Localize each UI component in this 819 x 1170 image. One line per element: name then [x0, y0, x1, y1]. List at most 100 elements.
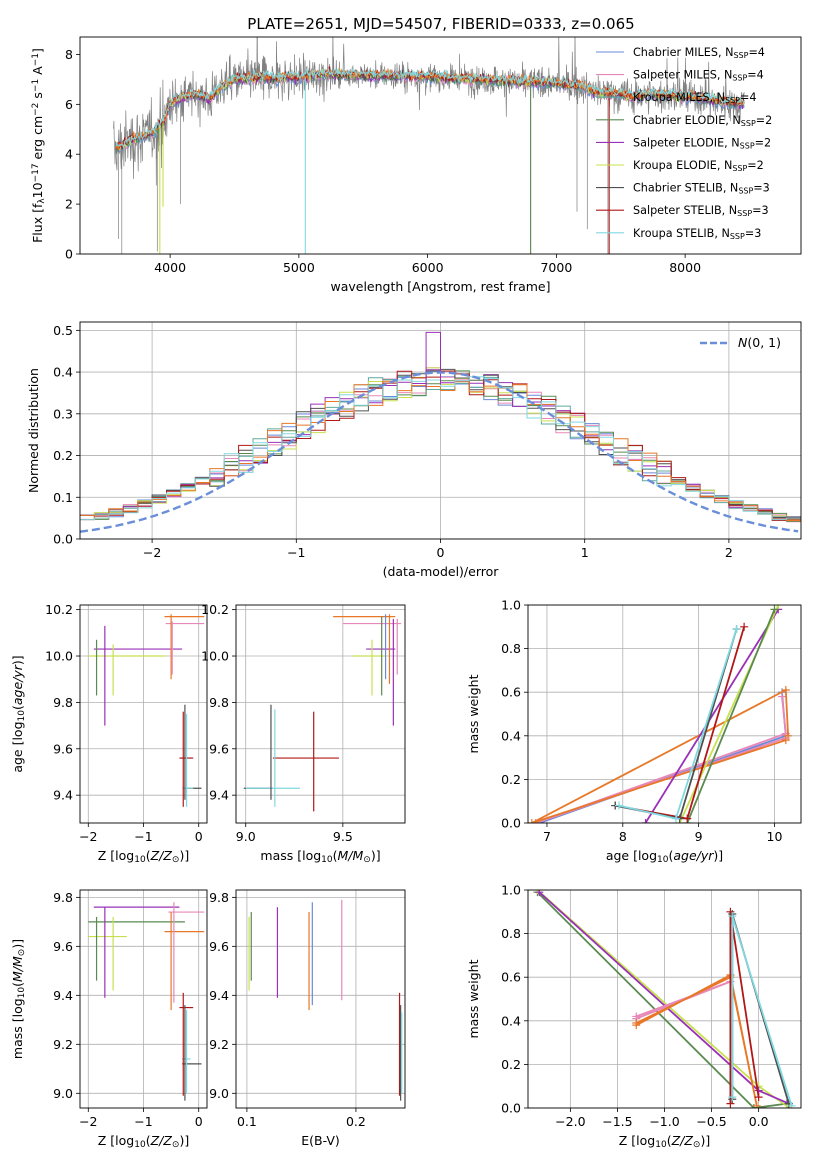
axis-label-part: mass [log [10, 998, 25, 1059]
legend-entry: Chabrier MILES, NSSP=4 [633, 46, 765, 60]
axis-label-part: Z/Z [150, 848, 173, 863]
axis-label-part: −2 [31, 103, 41, 116]
x-tick-label: −2 [79, 829, 97, 844]
y-tick-label: 9.4 [209, 988, 229, 1003]
axis-label-part: ⊙ [17, 949, 27, 957]
axis-label-part: ( [668, 848, 673, 863]
y-tick-label: 8 [65, 47, 73, 62]
axis-label-part: M/M [338, 848, 364, 863]
x-tick-label: −1 [134, 829, 152, 844]
y-tick-label: 0.0 [501, 1101, 521, 1116]
y-tick-label: 10.2 [201, 602, 229, 617]
mass-weight-marker [683, 814, 692, 823]
mass-weight-line-chab_miles [539, 692, 787, 823]
panel-mass_vs_ebv: 0.1 0.2 9.0 9.2 9.4 9.6 9.8 E(B-V) [209, 889, 406, 1148]
x-tick-label: 7000 [540, 260, 572, 275]
y-tick-label: 0.3 [53, 406, 73, 421]
y-tick-label: 9.4 [209, 788, 229, 803]
x-tick-label: 4000 [154, 260, 186, 275]
y-tick-label: 10.2 [45, 602, 73, 617]
mass-weight-line-krou_stelib [618, 628, 738, 820]
legend-N: N [738, 335, 748, 350]
panel-massweight_vs_Z: −2.0 −1.5 −1.0 −0.5 0.0 0.0 0.2 0.4 0.6 0.8 1.0 Z [… [466, 883, 802, 1150]
y-tick-label: 9.8 [53, 695, 73, 710]
legend-text: Kroupa STELIB, N [633, 227, 730, 240]
x-axis-label: Z [log10(Z/Z⊙)] [98, 1133, 189, 1150]
axis-label-part: age/yr [10, 664, 25, 705]
axis-label-part: M/M [10, 956, 25, 982]
axis-label-part: −1 [31, 79, 41, 92]
x-tick-label: −2 [79, 1114, 97, 1129]
axis-label-part: ( [146, 1133, 151, 1148]
x-tick-label: 8000 [669, 260, 701, 275]
panel-age_vs_Z: −2 −1 09.49.69.810.010.2Z [log10(Z/Z⊙)]age… [10, 602, 208, 865]
axis-label-part: mass [log [260, 848, 321, 863]
axis-label-part: ( [333, 848, 338, 863]
y-axis-label: age [log10(age/yr)] [10, 655, 27, 772]
y-tick-label: 9.4 [53, 988, 73, 1003]
axis-label-part: ⊙ [172, 1140, 180, 1150]
legend-sub: SSP [741, 119, 756, 128]
legend-text: Chabrier STELIB, N [633, 182, 738, 195]
axis-label-part: 10 [30, 182, 45, 198]
legend-tail: =3 [753, 182, 770, 195]
panel-spectrum: 4000 5000 6000 7000 8000 0 2 4 6 8 wavelength [Ang… [30, 36, 802, 294]
x-tick-label: −0.5 [696, 1114, 726, 1129]
legend-entry: Kroupa STELIB, NSSP=3 [633, 227, 761, 241]
axes-frame [79, 889, 208, 1109]
legend-text: Kroupa ELODIE, N [633, 159, 732, 172]
plot-area-age_vs_Z [80, 605, 207, 823]
x-axis-label: wavelength [Angstrom, rest frame] [330, 279, 550, 294]
mass-weight-line-krou_stelib [731, 915, 793, 1107]
x-tick-label: 5000 [283, 260, 315, 275]
mass-weight-marker [752, 1101, 761, 1108]
mass-weight-marker [740, 622, 749, 631]
axis-label-part: Z/Z [150, 1133, 173, 1148]
legend-sub: SSP [737, 209, 752, 218]
axis-label-part: 10 [657, 855, 669, 865]
legend-sub: SSP [732, 74, 747, 83]
x-tick-label: 9 [695, 829, 703, 844]
mass-weight-line-salp_elodie [644, 608, 780, 823]
y-tick-label: 0.1 [53, 490, 73, 505]
x-tick-label: 10 [767, 829, 783, 844]
y-tick-label: 9.6 [53, 741, 73, 756]
x-tick-label: 1 [581, 545, 589, 560]
mass-weight-marker [528, 819, 536, 823]
x-tick-label: 0 [195, 829, 203, 844]
legend-args: (0, 1) [747, 335, 781, 350]
axis-label-part: ⊙ [172, 855, 180, 865]
axis-label-part: A [30, 66, 45, 79]
mass-weight-marker [728, 1093, 737, 1102]
x-tick-label: 0.2 [346, 1114, 366, 1129]
gaussian-curve [80, 371, 799, 533]
axis-label-part: ( [146, 848, 151, 863]
axis-label-part: )] [713, 848, 723, 863]
mass-weight-marker [787, 1101, 796, 1108]
legend-sub: SSP [740, 141, 755, 150]
figure-title: PLATE=2651, MJD=54507, FIBERID=0333, z=0… [247, 15, 634, 33]
axis-label-part: )] [179, 1133, 189, 1148]
legend-entry: Chabrier ELODIE, NSSP=2 [633, 114, 772, 128]
y-tick-label: 0.4 [501, 1013, 521, 1028]
mass-weight-marker [728, 912, 737, 921]
y-tick-label: 0 [65, 247, 73, 262]
y-tick-label: 9.8 [53, 890, 73, 905]
y-tick-label: 10.0 [45, 649, 73, 664]
legend-text: Chabrier ELODIE, N [633, 114, 741, 127]
legend-text: Salpeter MILES, N [633, 69, 732, 82]
mass-weight-marker [632, 1018, 641, 1027]
plot-area-spectrum [113, 37, 745, 254]
x-tick-label: 8 [619, 829, 627, 844]
x-axis-label: (data-model)/error [383, 564, 500, 579]
legend-tail: =2 [755, 136, 772, 149]
y-axis-label: mass weight [466, 959, 481, 1038]
y-tick-label: 9.0 [53, 1086, 73, 1101]
x-tick-label: 0 [195, 1114, 203, 1129]
mass-weight-marker [781, 736, 790, 745]
y-tick-label: 9.2 [209, 1037, 229, 1052]
x-axis-label: E(B-V) [301, 1133, 340, 1148]
y-tick-label: 10.0 [201, 649, 229, 664]
